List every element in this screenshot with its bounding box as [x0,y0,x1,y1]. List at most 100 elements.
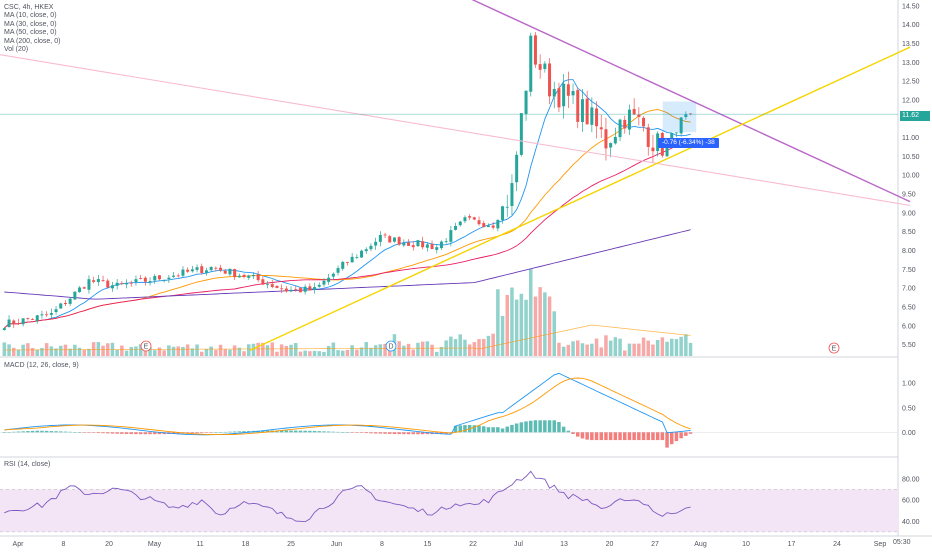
signal-line [4,377,691,436]
volume-bar [383,343,387,356]
candle-body [411,245,415,248]
volume-bar [59,345,63,356]
candle-body [510,183,514,206]
macd-histogram-bar [496,427,500,433]
candle-body [167,277,171,280]
volume-bar [312,350,317,356]
volume-bar [214,349,218,356]
macd-histogram-bar [641,432,646,441]
event-marker [828,342,840,354]
macd-histogram-bar [326,431,331,433]
candle-body [341,261,345,269]
volume-bar [613,337,618,356]
candle-body [679,117,683,134]
indicator-vol[interactable]: Vol (20) [4,46,29,54]
macd-histogram-bar [397,432,401,435]
macd-histogram-bar [632,432,636,441]
macd-histogram-bar [388,432,392,434]
indicator-ma200[interactable]: MA (200, close, 0) [4,37,61,45]
candle-body [604,129,608,149]
candle-body [233,269,237,278]
volume-bar [467,344,472,356]
indicator-ma50[interactable]: MA (50, close, 0) [4,29,57,37]
volume-bar [167,345,171,356]
volume-bar [345,349,350,356]
indicator-ma30[interactable]: MA (30, close, 0) [4,20,57,28]
price-tick-label: 6.00 [902,323,916,330]
candle-body [364,249,368,252]
rsi-title[interactable]: RSI (14, close) [4,461,51,468]
volume-bar [435,351,439,356]
volume-bar [129,347,133,356]
rsi-tick-label: 40.00 [902,519,920,526]
macd-histogram-bar [148,432,152,435]
indicator-ma10[interactable]: MA (10, close, 0) [4,12,57,20]
volume-bar [524,299,528,356]
candle-body [345,262,349,263]
measure-label[interactable]: -0.76 (-6.34%) -38 [658,138,719,148]
candle-body [383,234,387,236]
macd-histogram-bar [265,430,270,433]
volume-bar [21,344,25,356]
volume-bar [533,296,538,356]
volume-bar [308,351,312,356]
candle-body [627,109,631,130]
volume-bar [195,344,199,356]
macd-histogram-bar [660,432,665,441]
candle-body [186,269,190,272]
macd-histogram-bar [500,428,505,433]
macd-histogram-bar [655,432,660,441]
macd-histogram-bar [355,432,359,433]
candle-body [143,277,147,282]
candle-body [16,323,20,324]
time-tick-label: Jul [514,541,523,548]
candle-body [115,282,119,286]
candle-body [200,266,204,274]
volume-bar [608,340,613,356]
candle-body [538,64,542,70]
candle-body [439,241,443,249]
macd-histogram-bar [599,432,603,441]
volume-bar [68,348,72,356]
macd-histogram-bar [406,432,411,435]
volume-bar [538,287,542,356]
volume-bar [181,346,185,356]
macd-histogram-bar [519,422,524,433]
macd-histogram-bar [261,430,265,433]
macd-histogram-bar [110,432,115,434]
volume-bar [458,334,462,356]
volume-bar [322,351,326,356]
volume-bar [514,299,519,356]
volume-bar [641,337,646,356]
candle-body [68,298,72,304]
candle-body [7,319,11,328]
macd-histogram-bar [402,432,406,435]
volume-bar [660,337,665,356]
macd-histogram-bar [383,432,387,434]
candle-body [397,237,401,245]
time-tick-label: 17 [788,541,796,548]
macd-histogram-bar [533,420,538,433]
candle-body [388,236,392,243]
volume-bar [378,344,383,356]
volume-bar [543,292,547,356]
volume-bar [580,343,585,356]
volume-bar [491,333,495,356]
candle-body [78,287,82,292]
volume-bar [425,341,430,356]
macd-histogram-bar [392,432,397,435]
price-tick-label: 14.50 [902,3,920,10]
event-marker [385,340,397,352]
symbol-line[interactable]: CSC, 4h, HKEX [4,4,54,11]
macd-title[interactable]: MACD (12, 26, close, 9) [4,362,79,369]
macd-histogram-bar [463,425,467,433]
candle-body [63,302,67,305]
volume-bar [63,344,68,356]
candle-body [548,63,552,97]
volume-bar [477,339,481,356]
macd-histogram-bar [289,430,293,433]
macd-histogram-bar [59,431,63,433]
macd-histogram-bar [411,432,415,435]
candle-body [139,278,143,279]
